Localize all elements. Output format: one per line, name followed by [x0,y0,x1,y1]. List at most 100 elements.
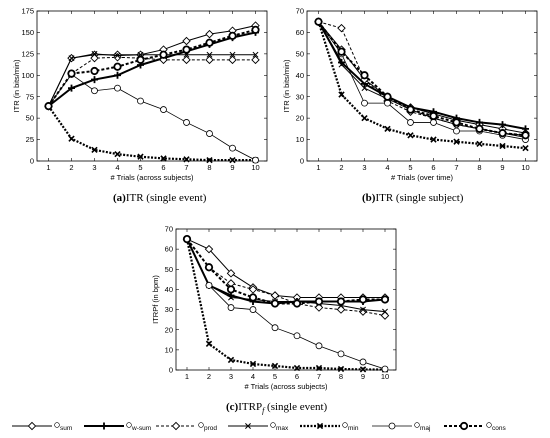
c-point-prod [380,311,390,320]
a-point-prod [205,55,214,65]
c-x-tick-label: 4 [251,372,255,381]
a-x-tick-label: 10 [251,163,259,172]
caption-a-tag: (a) [113,192,126,204]
a-line-prod [48,56,256,107]
legend-label-prod: prod [204,425,217,432]
b-point-maj [407,119,414,126]
a-point-cons [113,62,122,71]
c-point-max [360,306,366,313]
a-x-tick-label: 2 [69,163,73,172]
panel-b-itr-single-subject: 1 2 3 4 5 6 7 8 9 10 0 10 20 30 40 50 60 70 # Trials (over… [282,7,538,182]
c-point-cons [248,293,258,302]
c-line-cons [186,238,385,305]
a-point-sum [182,36,191,46]
b-x-axis-label: # Trials (over time) [391,173,454,182]
c-point-sum [204,244,214,254]
b-point-maj [430,119,437,126]
a-point-max [229,51,236,58]
legend-ring-icon [342,422,348,428]
c-point-cons [358,295,368,304]
c-point-max [382,308,388,315]
a-point-cons [67,69,76,78]
b-point-maj [453,127,460,135]
legend-label-min: min [348,425,359,432]
legend-ring-icon [198,422,204,428]
a-point-min [206,156,213,164]
b-point-cons [360,71,369,80]
c-point-cons [226,285,236,294]
a-series-cons [44,25,260,111]
a-x-tick-label: 5 [138,163,142,172]
legend-ring-icon [414,422,420,428]
a-y-tick-label: 0 [30,157,34,166]
a-point-w-sum [91,76,98,84]
a-point-maj [114,84,121,92]
b-point-cons [498,129,507,138]
legend-label-cons: cons [492,425,506,432]
b-series-min [315,18,529,152]
legend-ring-icon [486,422,492,428]
a-point-prod [251,55,260,65]
a-point-cons [182,45,191,54]
b-line-min [317,21,526,150]
c-x-tick-label: 1 [185,372,189,381]
b-point-cons [406,105,415,114]
c-point-prod [270,291,280,300]
a-point-maj [183,119,190,126]
b-y-tick-label: 10 [296,135,304,144]
b-x-tick-label: 6 [431,163,435,172]
b-y-tick-label: 0 [300,157,304,166]
c-point-prod [314,303,324,312]
a-point-cons [251,25,260,34]
b-point-cons [452,118,461,127]
b-point-cons [314,17,323,26]
legend-item-maj: maj [372,422,430,432]
a-point-cons [205,38,214,47]
c-point-min [271,362,279,370]
c-x-tick-label: 9 [361,372,365,381]
b-x-tick-label: 2 [339,163,343,172]
legend-item-prod: prod [156,421,217,432]
b-y-tick-label: 60 [296,28,304,37]
a-point-cons [159,50,168,59]
legend-item-min: min [300,422,359,432]
c-series-cons [182,234,390,308]
b-y-tick-label: 50 [296,49,304,58]
a-y-tick-label: 25 [26,135,34,144]
c-point-maj [381,365,389,373]
b-point-max [338,61,345,68]
b-x-tick-label: 8 [477,163,481,172]
c-line-sum [186,238,385,298]
b-point-min [384,125,391,133]
a-point-min [68,135,75,142]
a-point-min [91,146,98,154]
c-point-min [227,356,235,364]
a-x-tick-label: 8 [207,163,211,172]
b-x-tick-label: 1 [316,163,320,172]
c-x-tick-label: 10 [381,372,389,381]
c-y-tick-label: 60 [165,245,173,254]
legend-marker-prod [171,421,181,431]
b-point-min [453,138,460,145]
a-point-min [114,150,121,158]
a-point-max [114,52,121,59]
a-x-tick-label: 3 [92,163,96,172]
b-point-min [338,91,345,98]
caption-b-text: ITR (single subject) [375,192,463,204]
caption-b: (b)ITR (single subject) [362,192,464,204]
legend-item-w-sum: w-sum [84,422,151,432]
caption-c: (c)ITRPf (single event) [226,401,328,415]
b-point-min [430,136,437,143]
c-point-min [293,364,301,372]
legend-marker-min [316,422,324,430]
a-x-tick-label: 6 [161,163,165,172]
b-point-min [499,142,506,150]
caption-b-tag: (b) [362,192,376,204]
c-point-cons [204,263,214,272]
b-point-max [361,85,368,92]
c-y-tick-label: 70 [165,225,173,234]
c-line-w-sum [186,238,386,305]
b-point-cons [337,47,346,56]
a-x-tick-label: 9 [230,163,234,172]
